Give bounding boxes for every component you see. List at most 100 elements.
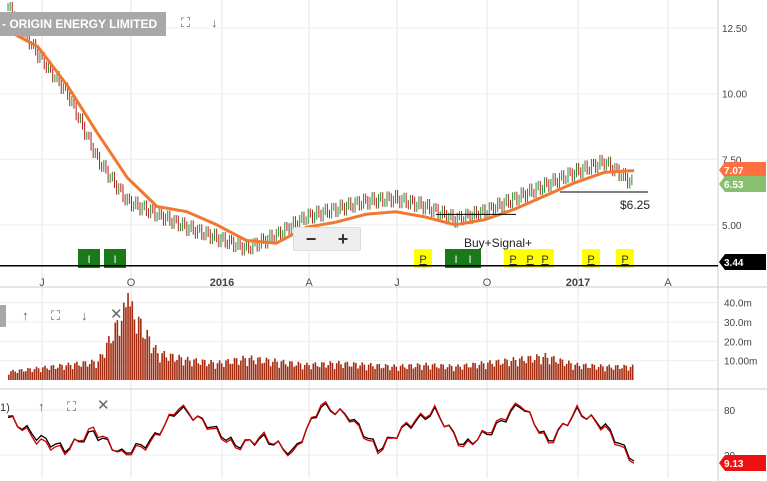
volume-bar <box>150 353 153 380</box>
stochastic-k-line <box>7 400 635 464</box>
close-icon[interactable]: ✕ <box>97 397 110 414</box>
price-tick-label: 10.00 <box>722 90 747 101</box>
volume-bar <box>487 362 489 380</box>
volume-bar <box>576 362 579 380</box>
volume-bar <box>378 363 381 380</box>
volume-bar <box>578 365 581 380</box>
buy-marker <box>78 249 100 268</box>
volume-bar <box>191 366 193 380</box>
volume-bar <box>129 306 131 380</box>
volume-bar <box>427 365 430 380</box>
volume-bar <box>457 364 459 380</box>
x-tick-label: A <box>305 277 313 289</box>
volume-bar <box>476 368 479 380</box>
volume-bar <box>46 368 48 380</box>
volume-bar <box>438 368 440 380</box>
volume-bar <box>14 371 16 380</box>
volume-bar <box>329 361 332 380</box>
current-price-tag: 7.07 <box>724 166 744 177</box>
x-tick-label: 2017 <box>566 277 590 289</box>
volume-bar <box>467 367 470 380</box>
volume-bar <box>210 359 212 380</box>
volume-bar <box>499 364 502 380</box>
volume-bar <box>429 369 432 380</box>
volume-bar <box>227 358 229 380</box>
volume-bar <box>225 360 227 380</box>
volume-bar <box>372 366 374 380</box>
volume-bar <box>470 367 472 380</box>
volume-bar <box>421 369 423 380</box>
volume-bar <box>448 364 451 380</box>
arrow-down-icon[interactable]: ↓ <box>81 308 88 323</box>
arrow-down-icon[interactable]: ↓ <box>211 15 218 30</box>
close-icon[interactable]: ✕ <box>110 306 123 323</box>
volume-bar <box>306 362 308 380</box>
marker-label: I <box>468 254 471 266</box>
volume-bar <box>67 362 70 380</box>
volume-bar <box>56 367 59 380</box>
volume-bar <box>105 342 108 380</box>
volume-bar <box>212 362 215 380</box>
volume-bar <box>101 354 104 380</box>
volume-bar <box>389 370 391 380</box>
marker-label: P <box>509 254 516 266</box>
volume-bar <box>582 364 585 380</box>
volume-bar <box>254 364 257 380</box>
volume-bar <box>574 364 576 380</box>
volume-bar <box>527 356 530 380</box>
volume-bar <box>276 361 278 380</box>
volume-bar <box>525 363 528 380</box>
volume-bar <box>359 365 361 380</box>
volume-bar <box>231 363 234 380</box>
volume-bar <box>602 366 604 380</box>
expand-icon[interactable]: ⛶ <box>67 399 77 414</box>
x-tick-label: O <box>127 277 136 289</box>
volume-bar <box>491 363 493 380</box>
volume-panel-tab[interactable] <box>0 305 6 327</box>
volume-bar <box>440 364 442 380</box>
price-tick-label: 12.50 <box>722 24 747 35</box>
volume-tick-label: 20.0m <box>724 337 752 348</box>
stochastic-panel-label[interactable]: 1) <box>0 402 10 414</box>
zoom-in-button[interactable]: + <box>337 229 349 249</box>
volume-bar <box>495 360 498 380</box>
volume-bar <box>612 369 615 380</box>
volume-bar <box>293 366 295 380</box>
volume-bar <box>538 356 540 380</box>
volume-bar <box>352 362 355 380</box>
instrument-title[interactable]: - ORIGIN ENERGY LIMITED <box>0 12 166 36</box>
previous-price-tag: 6.53 <box>724 180 744 191</box>
volume-bar <box>178 354 180 380</box>
volume-bar <box>297 361 300 380</box>
arrow-up-icon[interactable]: ↑ <box>22 308 29 323</box>
volume-bar <box>280 361 283 380</box>
volume-bar <box>206 366 208 380</box>
zoom-out-button[interactable]: − <box>305 229 317 249</box>
volume-bar <box>416 363 419 380</box>
volume-bar <box>208 363 210 380</box>
volume-bar <box>616 364 619 380</box>
volume-bar <box>220 363 223 380</box>
volume-bar <box>608 364 611 380</box>
volume-bar <box>282 359 285 380</box>
volume-bar <box>325 367 327 380</box>
volume-bar <box>474 363 476 380</box>
volume-bar <box>529 355 532 380</box>
volume-bar <box>546 357 549 380</box>
volume-tick-label: 10.00m <box>724 357 757 368</box>
expand-icon[interactable]: ⛶ <box>181 15 191 30</box>
volume-bar <box>274 358 276 380</box>
volume-bar <box>37 368 40 380</box>
volume-bar <box>384 364 387 380</box>
marker-label: P <box>419 254 426 266</box>
volume-bar <box>163 350 166 380</box>
volume-bar <box>382 367 385 380</box>
volume-bar <box>338 360 340 380</box>
volume-bar <box>182 365 185 380</box>
volume-bar <box>214 368 217 380</box>
volume-bar <box>540 364 542 380</box>
volume-bar <box>512 357 515 380</box>
arrow-up-icon[interactable]: ↑ <box>38 399 45 414</box>
expand-icon[interactable]: ⛶ <box>51 308 61 323</box>
volume-bar <box>565 363 568 380</box>
